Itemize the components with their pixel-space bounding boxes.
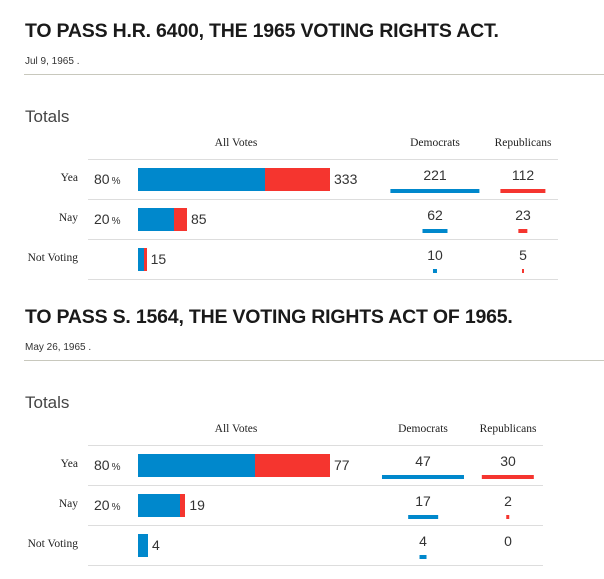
row-label: Not Voting: [27, 252, 78, 264]
row-label: Yea: [60, 172, 78, 184]
percent: [94, 251, 96, 267]
dem-count: 47: [415, 453, 431, 469]
row-label: Nay: [58, 212, 78, 224]
rep-bar: [255, 454, 330, 477]
vote-title: TO PASS S. 1564, THE VOTING RIGHTS ACT O…: [25, 306, 513, 328]
percent-value: 20: [94, 497, 110, 513]
percent-sign: %: [111, 216, 121, 227]
percent-sign: %: [111, 502, 121, 513]
rep-count: 5: [519, 247, 527, 263]
row-label: Nay: [58, 498, 78, 510]
percent-sign: %: [111, 462, 121, 473]
rep-count-bar: [481, 475, 535, 479]
total-count: 15: [150, 251, 167, 267]
percent-value: 80: [94, 457, 110, 473]
table-row: Not Voting 15 10 5: [0, 239, 604, 279]
vote-date: May 26, 1965 .: [25, 342, 92, 353]
dem-count-bar: [381, 475, 465, 479]
total-count: 19: [189, 497, 205, 513]
table-row: Nay 20% 85 62 23: [0, 199, 604, 239]
total-count: 85: [191, 211, 207, 227]
header-democrats: Democrats: [398, 423, 448, 435]
vote-section: TO PASS S. 1564, THE VOTING RIGHTS ACT O…: [0, 286, 604, 572]
table-divider: [88, 565, 543, 566]
divider: [24, 74, 604, 75]
table-row: Nay 20% 19 17 2: [0, 485, 604, 525]
header-all-votes: All Votes: [214, 423, 258, 435]
table-divider: [88, 279, 558, 280]
dem-count: 4: [419, 533, 427, 549]
rep-count-bar: [518, 229, 528, 233]
table-divider: [88, 445, 543, 446]
table-row: Yea 80% 333 221 112: [0, 159, 604, 199]
dem-count: 221: [423, 167, 447, 183]
dem-count-bar: [422, 229, 448, 233]
table-divider: [88, 525, 543, 526]
rep-count-bar: [506, 515, 510, 519]
dem-count-bar: [408, 515, 438, 519]
rep-count: 23: [515, 207, 531, 223]
rep-count-bar: [500, 189, 546, 193]
rep-count: 112: [511, 167, 535, 183]
total-count: 77: [334, 457, 350, 473]
dem-bar: [138, 534, 148, 557]
percent: 80%: [94, 171, 120, 187]
table-row: Not Voting 4 4 0: [0, 525, 604, 565]
header-republicans: Republicans: [479, 423, 537, 435]
totals-heading: Totals: [25, 393, 70, 412]
table-divider: [88, 199, 558, 200]
dem-bar: [138, 208, 174, 231]
table-row: Yea 80% 77 47 30: [0, 445, 604, 485]
dem-count: 62: [427, 207, 443, 223]
total-count: 333: [334, 171, 358, 187]
dem-bar: [138, 454, 256, 477]
rep-bar: [265, 168, 330, 191]
percent: 80%: [94, 457, 120, 473]
dem-count-bar: [390, 189, 480, 193]
vote-title: TO PASS H.R. 6400, THE 1965 VOTING RIGHT…: [25, 20, 499, 42]
table-divider: [88, 485, 543, 486]
vote-date: Jul 9, 1965 .: [25, 56, 80, 67]
totals-heading: Totals: [25, 107, 70, 126]
rep-count-bar: [521, 269, 525, 273]
dem-count-bar: [432, 269, 438, 273]
dem-count: 10: [427, 247, 443, 263]
rep-count: 0: [504, 533, 512, 549]
vote-section: TO PASS H.R. 6400, THE 1965 VOTING RIGHT…: [0, 0, 604, 286]
row-label: Not Voting: [27, 538, 78, 550]
dem-count: 17: [415, 493, 431, 509]
dem-count-bar: [419, 555, 427, 559]
dem-bar: [138, 494, 181, 517]
table-divider: [88, 159, 558, 160]
rep-bar: [180, 494, 186, 517]
percent: [94, 537, 96, 553]
header-all-votes: All Votes: [214, 137, 258, 149]
percent-value: 80: [94, 171, 110, 187]
dem-bar: [138, 248, 144, 271]
rep-count: 2: [504, 493, 512, 509]
rep-count: 30: [500, 453, 516, 469]
table-divider: [88, 239, 558, 240]
row-label: Yea: [60, 458, 78, 470]
percent: 20%: [94, 211, 120, 227]
percent: 20%: [94, 497, 120, 513]
percent-value: 20: [94, 211, 110, 227]
header-democrats: Democrats: [410, 137, 460, 149]
rep-bar: [143, 248, 147, 271]
percent-sign: %: [111, 176, 121, 187]
header-republicans: Republicans: [494, 137, 552, 149]
dem-bar: [138, 168, 266, 191]
divider: [24, 360, 604, 361]
rep-bar: [173, 208, 187, 231]
total-count: 4: [151, 537, 160, 553]
